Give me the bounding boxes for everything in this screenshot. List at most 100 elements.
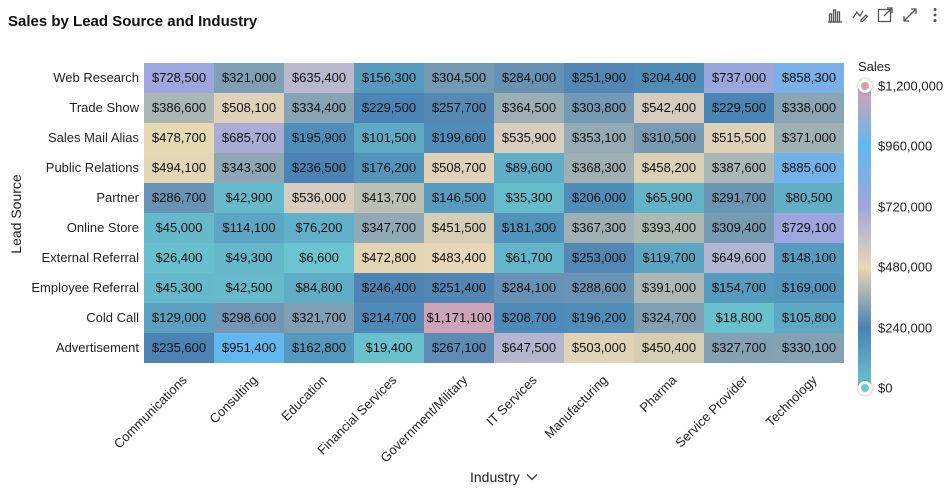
heatmap-cell[interactable]: $515,500 (704, 123, 774, 153)
heatmap-cell[interactable]: $542,400 (634, 93, 704, 123)
heatmap-cell[interactable]: $76,200 (284, 213, 354, 243)
heatmap-cell[interactable]: $494,100 (144, 153, 214, 183)
heatmap-cell[interactable]: $647,500 (494, 333, 564, 363)
heatmap-cell[interactable]: $367,300 (564, 213, 634, 243)
heatmap-cell[interactable]: $204,400 (634, 63, 704, 93)
heatmap-cell[interactable]: $298,600 (214, 303, 284, 333)
heatmap-cell[interactable]: $309,400 (704, 213, 774, 243)
heatmap-cell[interactable]: $45,300 (144, 273, 214, 303)
heatmap-cell[interactable]: $334,400 (284, 93, 354, 123)
legend-min-handle[interactable] (857, 381, 872, 395)
heatmap-cell[interactable]: $162,800 (284, 333, 354, 363)
heatmap-cell[interactable]: $246,400 (354, 273, 424, 303)
heatmap-cell[interactable]: $61,700 (494, 243, 564, 273)
chart-settings-icon[interactable] (849, 4, 871, 26)
heatmap-cell[interactable]: $35,300 (494, 183, 564, 213)
heatmap-cell[interactable]: $729,100 (774, 213, 844, 243)
heatmap-cell[interactable]: $253,000 (564, 243, 634, 273)
heatmap-cell[interactable]: $364,500 (494, 93, 564, 123)
heatmap-cell[interactable]: $338,000 (774, 93, 844, 123)
heatmap-cell[interactable]: $146,500 (424, 183, 494, 213)
open-external-icon[interactable] (874, 4, 896, 26)
heatmap-cell[interactable]: $635,400 (284, 63, 354, 93)
heatmap-cell[interactable]: $536,000 (284, 183, 354, 213)
heatmap-cell[interactable]: $89,600 (494, 153, 564, 183)
heatmap-cell[interactable]: $199,600 (424, 123, 494, 153)
heatmap-cell[interactable]: $114,100 (214, 213, 284, 243)
heatmap-cell[interactable]: $286,700 (144, 183, 214, 213)
heatmap-cell[interactable]: $19,400 (354, 333, 424, 363)
heatmap-cell[interactable]: $951,400 (214, 333, 284, 363)
heatmap-cell[interactable]: $451,500 (424, 213, 494, 243)
heatmap-cell[interactable]: $181,300 (494, 213, 564, 243)
bar-chart-icon[interactable] (824, 4, 846, 26)
heatmap-cell[interactable]: $304,500 (424, 63, 494, 93)
heatmap-cell[interactable]: $393,400 (634, 213, 704, 243)
legend-max-handle[interactable] (857, 79, 872, 93)
heatmap-cell[interactable]: $368,300 (564, 153, 634, 183)
heatmap-cell[interactable]: $321,700 (284, 303, 354, 333)
heatmap-cell[interactable]: $310,500 (634, 123, 704, 153)
heatmap-cell[interactable]: $343,300 (214, 153, 284, 183)
heatmap-cell[interactable]: $737,000 (704, 63, 774, 93)
expand-icon[interactable] (899, 4, 921, 26)
heatmap-cell[interactable]: $214,700 (354, 303, 424, 333)
heatmap-cell[interactable]: $291,700 (704, 183, 774, 213)
heatmap-cell[interactable]: $195,900 (284, 123, 354, 153)
heatmap-cell[interactable]: $251,400 (424, 273, 494, 303)
heatmap-cell[interactable]: $288,600 (564, 273, 634, 303)
heatmap-cell[interactable]: $472,800 (354, 243, 424, 273)
heatmap-cell[interactable]: $119,700 (634, 243, 704, 273)
heatmap-cell[interactable]: $391,000 (634, 273, 704, 303)
heatmap-cell[interactable]: $324,700 (634, 303, 704, 333)
heatmap-cell[interactable]: $251,900 (564, 63, 634, 93)
heatmap-cell[interactable]: $321,000 (214, 63, 284, 93)
heatmap-cell[interactable]: $156,300 (354, 63, 424, 93)
heatmap-cell[interactable]: $84,800 (284, 273, 354, 303)
heatmap-cell[interactable]: $235,600 (144, 333, 214, 363)
heatmap-cell[interactable]: $267,100 (424, 333, 494, 363)
heatmap-cell[interactable]: $26,400 (144, 243, 214, 273)
heatmap-cell[interactable]: $347,700 (354, 213, 424, 243)
heatmap-cell[interactable]: $649,600 (704, 243, 774, 273)
heatmap-cell[interactable]: $503,000 (564, 333, 634, 363)
heatmap-cell[interactable]: $101,500 (354, 123, 424, 153)
heatmap-cell[interactable]: $450,400 (634, 333, 704, 363)
heatmap-cell[interactable]: $508,100 (214, 93, 284, 123)
heatmap-cell[interactable]: $169,000 (774, 273, 844, 303)
heatmap-cell[interactable]: $353,100 (564, 123, 634, 153)
heatmap-cell[interactable]: $685,700 (214, 123, 284, 153)
heatmap-cell[interactable]: $1,171,100 (424, 303, 494, 333)
heatmap-cell[interactable]: $105,800 (774, 303, 844, 333)
heatmap-cell[interactable]: $176,200 (354, 153, 424, 183)
heatmap-cell[interactable]: $413,700 (354, 183, 424, 213)
heatmap-cell[interactable]: $458,200 (634, 153, 704, 183)
heatmap-cell[interactable]: $478,700 (144, 123, 214, 153)
heatmap-cell[interactable]: $148,100 (774, 243, 844, 273)
heatmap-cell[interactable]: $257,700 (424, 93, 494, 123)
heatmap-cell[interactable]: $303,800 (564, 93, 634, 123)
more-options-icon[interactable] (924, 4, 946, 26)
heatmap-cell[interactable]: $229,500 (704, 93, 774, 123)
heatmap-cell[interactable]: $858,300 (774, 63, 844, 93)
heatmap-cell[interactable]: $206,000 (564, 183, 634, 213)
heatmap-cell[interactable]: $42,500 (214, 273, 284, 303)
heatmap-cell[interactable]: $371,000 (774, 123, 844, 153)
heatmap-cell[interactable]: $49,300 (214, 243, 284, 273)
heatmap-cell[interactable]: $483,400 (424, 243, 494, 273)
heatmap-cell[interactable]: $6,600 (284, 243, 354, 273)
heatmap-cell[interactable]: $386,600 (144, 93, 214, 123)
heatmap-cell[interactable]: $42,900 (214, 183, 284, 213)
heatmap-cell[interactable]: $885,600 (774, 153, 844, 183)
heatmap-cell[interactable]: $284,100 (494, 273, 564, 303)
heatmap-cell[interactable]: $387,600 (704, 153, 774, 183)
heatmap-cell[interactable]: $18,800 (704, 303, 774, 333)
heatmap-cell[interactable]: $236,500 (284, 153, 354, 183)
heatmap-cell[interactable]: $154,700 (704, 273, 774, 303)
x-axis-dropdown[interactable]: Industry (470, 469, 538, 485)
heatmap-cell[interactable]: $327,700 (704, 333, 774, 363)
heatmap-cell[interactable]: $229,500 (354, 93, 424, 123)
heatmap-cell[interactable]: $45,000 (144, 213, 214, 243)
heatmap-cell[interactable]: $80,500 (774, 183, 844, 213)
heatmap-cell[interactable]: $508,700 (424, 153, 494, 183)
